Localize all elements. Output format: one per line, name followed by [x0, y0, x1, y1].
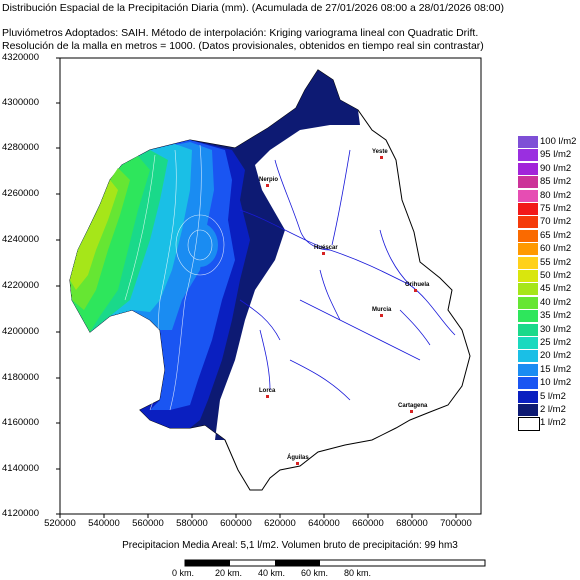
rivers: [239, 149, 456, 401]
legend-swatch: [518, 337, 538, 349]
town-markers: [266, 156, 417, 465]
legend-swatch: [518, 377, 538, 390]
x-tick-label: 700000: [440, 518, 472, 529]
orihuela-marker: [414, 289, 417, 292]
y-tick-label: 4300000: [2, 97, 39, 108]
local-max-area: [182, 223, 218, 267]
legend-swatch: [518, 323, 538, 336]
scale-label: 20 km.: [215, 568, 243, 578]
legend-label: 5 l/m2: [540, 390, 566, 402]
x-tick-label: 520000: [44, 518, 76, 529]
x-tick-label: 560000: [132, 518, 164, 529]
legend-swatch: [518, 417, 540, 432]
scale-bar: [184, 559, 486, 567]
town-label-yeste: Yeste: [372, 149, 388, 155]
legend-label: 2 l/m2: [540, 404, 566, 415]
legend-label: 85 l/m2: [540, 176, 572, 188]
legend-swatch: [518, 162, 538, 175]
y-tick-label: 4280000: [2, 142, 39, 153]
legend-swatch: [518, 404, 538, 416]
legend-label: 75 l/m2: [540, 203, 572, 214]
y-tick-label: 4260000: [2, 188, 39, 199]
legend-label: 20 l/m2: [540, 350, 572, 362]
legend-label: 45 l/m2: [540, 283, 572, 295]
x-tick-label: 580000: [176, 518, 208, 529]
legend-swatch: [518, 176, 538, 189]
scale-label: 60 km.: [301, 568, 329, 578]
legend-swatch: [518, 229, 538, 242]
legend-label: 90 l/m2: [540, 162, 572, 174]
legend-label: 15 l/m2: [540, 363, 572, 375]
y-tick-label: 4160000: [2, 417, 39, 428]
legend-swatch: [518, 256, 538, 269]
town-label-cartagena: Cartagena: [398, 403, 428, 409]
huescar-marker: [322, 252, 325, 255]
murcia-marker: [380, 314, 383, 317]
method-line: Pluviómetros Adoptados: SAIH. Método de …: [2, 27, 479, 39]
legend-swatch: [518, 390, 538, 403]
scale-label: 0 km.: [172, 568, 195, 578]
town-label-aguilas: Águilas: [287, 455, 309, 461]
y-tick-label: 4220000: [2, 280, 39, 291]
legend-swatch: [518, 149, 538, 162]
legend-label: 60 l/m2: [540, 243, 572, 255]
legend-swatch: [518, 310, 538, 323]
y-tick-label: 4140000: [2, 463, 39, 474]
x-tick-label: 680000: [396, 518, 428, 529]
town-label-murcia: Murcia: [372, 307, 392, 313]
y-tick-label: 4240000: [2, 234, 39, 245]
nerpio-marker: [266, 184, 269, 187]
town-label-huescar: Huéscar: [314, 245, 338, 251]
cartagena-marker: [410, 410, 413, 413]
zone-40: [70, 180, 118, 290]
town-label-lorca: Lorca: [259, 388, 276, 394]
x-tick-label: 540000: [88, 518, 120, 529]
town-label-nerpio: Nerpio: [259, 177, 279, 183]
legend-label: 95 l/m2: [540, 149, 572, 161]
legend-label: 100 l/m2: [540, 136, 577, 147]
legend-label: 65 l/m2: [540, 229, 572, 241]
legend-swatch: [518, 363, 538, 376]
legend-swatch: [518, 283, 538, 296]
y-tick-label: 4180000: [2, 372, 39, 383]
legend-label: 10 l/m2: [540, 377, 572, 389]
x-tick-label: 640000: [308, 518, 340, 529]
areal-precipitation-summary: Precipitacion Media Areal: 5,1 l/m2. Vol…: [122, 540, 458, 551]
legend-swatch: [518, 243, 538, 256]
legend-label: 50 l/m2: [540, 270, 572, 281]
legend-swatch: [518, 216, 538, 229]
contour-lines: [124, 144, 225, 411]
y-tick-label: 4120000: [2, 508, 39, 519]
legend-label: 30 l/m2: [540, 323, 572, 335]
legend-label: 40 l/m2: [540, 296, 572, 308]
yeste-marker: [380, 156, 383, 159]
legend-swatch: [518, 350, 538, 363]
scale-label: 40 km.: [258, 568, 286, 578]
legend-swatch: [518, 136, 538, 148]
resolution-line: Resolución de la malla en metros = 1000.…: [2, 40, 484, 52]
y-tick-label: 4200000: [2, 326, 39, 337]
legend-swatch: [518, 270, 538, 282]
legend-swatch: [518, 189, 538, 202]
scale-label: 80 km.: [344, 568, 372, 578]
tick-marks: [56, 57, 457, 518]
map-title: Distribución Espacial de la Precipitació…: [2, 2, 504, 14]
legend-swatch: [518, 203, 538, 215]
y-tick-label: 4320000: [2, 52, 39, 63]
legend-label: 70 l/m2: [540, 216, 572, 228]
legend-label: 55 l/m2: [540, 256, 572, 268]
town-label-orihuela: Orihuela: [405, 282, 430, 288]
x-tick-label: 600000: [220, 518, 252, 529]
legend-label: 25 l/m2: [540, 337, 572, 348]
legend-label: 35 l/m2: [540, 310, 572, 322]
legend-label: 80 l/m2: [540, 189, 572, 201]
x-tick-label: 660000: [352, 518, 384, 529]
legend-swatch: [518, 296, 538, 309]
lorca-marker: [266, 395, 269, 398]
x-tick-label: 620000: [264, 518, 296, 529]
legend-label: 1 l/m2: [540, 417, 566, 429]
aguilas-marker: [296, 462, 299, 465]
